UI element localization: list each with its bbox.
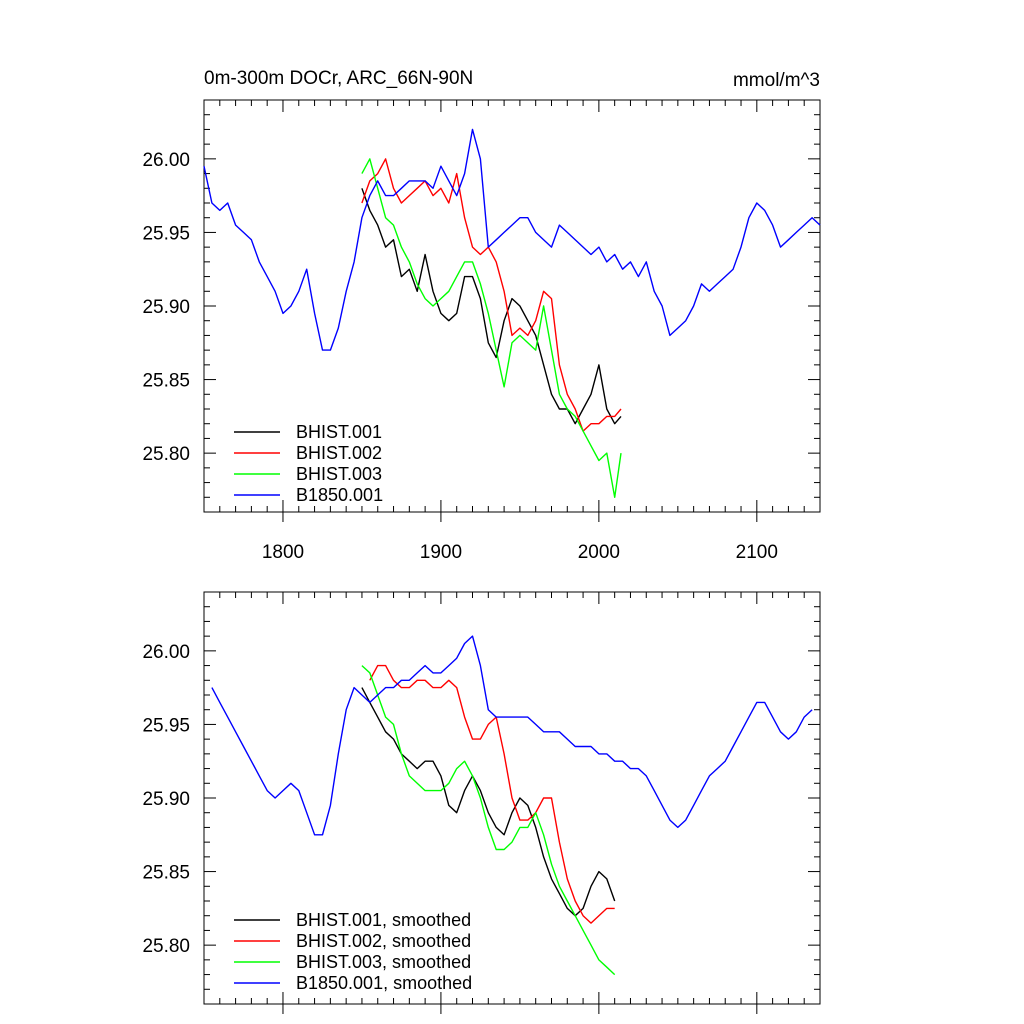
series-line	[361, 188, 622, 425]
series-lines	[203, 128, 821, 498]
y-tick-label: 25.80	[142, 936, 190, 957]
y-tick-label: 25.80	[142, 444, 190, 465]
legend-label: BHIST.001, smoothed	[296, 910, 471, 930]
x-tick-label: 2100	[736, 542, 778, 563]
series-line	[211, 635, 813, 836]
y-tick-label: 25.90	[142, 789, 190, 810]
y-tick-label: 25.95	[142, 715, 190, 736]
y-tick-labels: 25.80 25.85 25.90 25.95 26.00	[142, 150, 190, 465]
y-tick-label: 26.00	[142, 150, 190, 171]
y-tick-labels: 25.80 25.85 25.90 25.95 26.00	[142, 642, 190, 957]
legend-label: BHIST.003	[296, 464, 382, 484]
units-label: mmol/m^3	[733, 70, 820, 91]
y-tick-label: 25.85	[142, 371, 190, 392]
x-tick-label: 1800	[262, 542, 304, 563]
y-tick-label: 26.00	[142, 642, 190, 663]
legend-label: BHIST.003, smoothed	[296, 952, 471, 972]
legend-label: B1850.001, smoothed	[296, 973, 472, 993]
legend-label: BHIST.002	[296, 443, 382, 463]
series-line	[361, 665, 616, 976]
series-line	[361, 158, 622, 498]
axis-ticks	[203, 99, 821, 522]
y-tick-label: 25.85	[142, 863, 190, 884]
bottom-panel: 25.80 25.85 25.90 25.95 26.00 BHIST.001, smo…	[142, 591, 821, 1014]
chart-title: 0m-300m DOCr, ARC_66N-90N	[204, 68, 473, 89]
legend-label: B1850.001	[296, 485, 383, 505]
series-lines	[211, 635, 813, 976]
series-line	[369, 664, 615, 924]
series-line	[203, 128, 821, 351]
legend-label: BHIST.001	[296, 422, 382, 442]
x-tick-label: 1900	[420, 542, 462, 563]
series-line	[361, 158, 622, 432]
axis-ticks	[203, 591, 821, 1014]
top-panel: 0m-300m DOCr, ARC_66N-90N mmol/m^3 25.80…	[142, 68, 821, 563]
x-tick-labels: 1800 1900 2000 2100	[262, 542, 778, 563]
x-tick-label: 2000	[578, 542, 620, 563]
y-tick-label: 25.90	[142, 297, 190, 318]
series-line	[361, 687, 616, 917]
y-tick-label: 25.95	[142, 223, 190, 244]
legend-label: BHIST.002, smoothed	[296, 931, 471, 951]
